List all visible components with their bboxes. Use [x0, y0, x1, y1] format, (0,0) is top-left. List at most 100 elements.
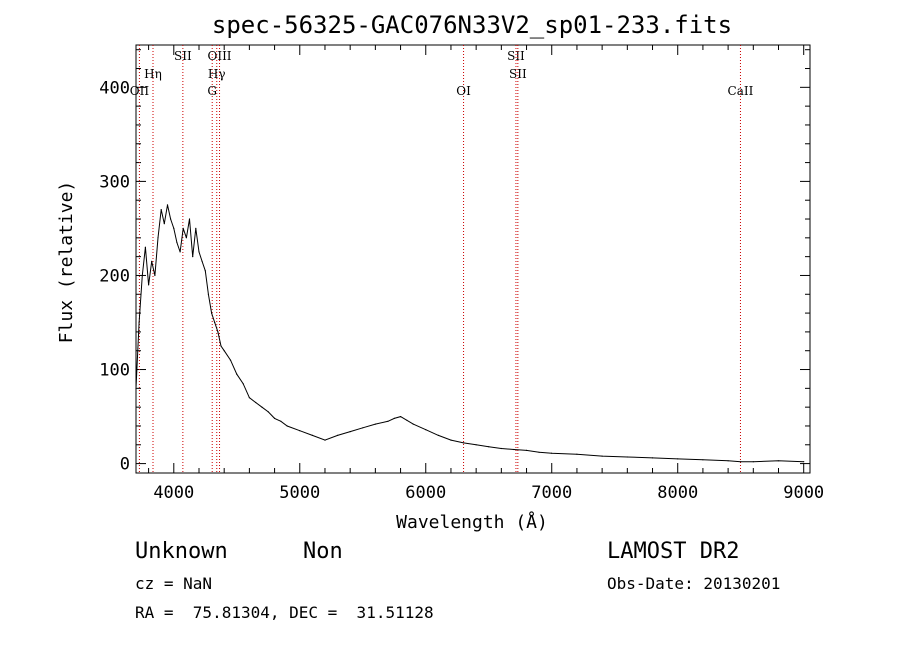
chart-title: spec-56325-GAC076N33V2_sp01-233.fits — [212, 11, 732, 39]
data-point — [299, 430, 301, 432]
y-tick-label: 300 — [99, 172, 130, 192]
data-point — [337, 434, 339, 436]
data-point — [144, 246, 146, 248]
data-point — [601, 455, 603, 457]
y-tick-label: 400 — [99, 78, 130, 98]
spectral-line-label: SII — [509, 67, 527, 81]
x-tick-label: 4000 — [153, 483, 194, 503]
spectrum-line — [135, 204, 804, 463]
x-axis: 4000 5000 6000 7000 8000 9000 — [148, 45, 824, 503]
data-point — [740, 461, 742, 463]
y-tick-label: 100 — [99, 361, 130, 381]
plot-frame — [135, 44, 811, 474]
data-point — [387, 420, 389, 422]
data-point — [192, 256, 194, 258]
spectral-line-label: CaII — [728, 84, 754, 98]
data-point — [677, 458, 679, 460]
data-point — [223, 350, 225, 352]
redshift-cz: cz = NaN — [135, 574, 213, 593]
data-point — [163, 223, 165, 225]
data-point — [626, 456, 628, 458]
spectrum-series — [135, 204, 805, 463]
data-point — [450, 439, 452, 441]
x-tick-label: 8000 — [657, 483, 698, 503]
data-point — [188, 218, 191, 220]
data-point — [157, 237, 159, 239]
data-point — [138, 321, 140, 324]
data-point — [551, 452, 553, 454]
data-point — [201, 260, 203, 262]
data-point — [752, 461, 754, 463]
spectral-line-label: SII — [507, 49, 525, 63]
spectral-line-label: Hη — [144, 67, 162, 81]
data-point — [727, 460, 729, 462]
data-point — [166, 204, 169, 206]
data-point — [198, 251, 200, 253]
y-axis: 0 100 200 300 400 — [99, 49, 810, 475]
spectral-line-label: Hγ — [208, 67, 226, 81]
x-tick-label: 7000 — [531, 483, 572, 503]
x-tick-label: 9000 — [783, 483, 824, 503]
data-point — [274, 417, 276, 419]
spectral-line-label: OI — [456, 84, 471, 98]
spectral-line-label: OIII — [207, 49, 231, 63]
data-point — [195, 227, 197, 229]
data-point — [280, 420, 282, 422]
spectral-line-label: G — [207, 84, 217, 98]
x-axis-label: Wavelength (Å) — [396, 511, 548, 533]
data-point — [425, 429, 427, 431]
data-point — [500, 447, 502, 450]
y-tick-label: 200 — [99, 266, 130, 286]
data-point — [151, 260, 153, 262]
data-point — [211, 312, 213, 314]
data-point — [324, 439, 326, 441]
data-point — [488, 446, 490, 448]
data-point — [170, 218, 172, 220]
data-point — [437, 434, 439, 436]
data-point — [576, 453, 578, 455]
spectral-line-label: SII — [174, 49, 192, 63]
data-point — [803, 461, 805, 463]
data-point — [160, 209, 162, 211]
data-point — [179, 251, 181, 253]
data-point — [400, 416, 402, 418]
data-point — [176, 241, 178, 244]
data-point — [242, 383, 244, 385]
data-point — [349, 431, 351, 433]
data-point — [311, 434, 313, 436]
data-point — [702, 459, 704, 461]
data-point — [214, 321, 216, 324]
data-point — [412, 423, 414, 425]
data-point — [207, 293, 209, 295]
data-point — [248, 397, 250, 399]
data-point — [182, 227, 184, 229]
data-point — [267, 411, 269, 413]
data-point — [286, 425, 288, 427]
data-point — [651, 457, 654, 459]
data-point — [148, 284, 150, 286]
spectral-line-label: OII — [130, 84, 150, 98]
data-point — [525, 449, 528, 451]
data-point — [362, 427, 364, 429]
object-subclass: Non — [303, 539, 343, 564]
data-point — [261, 406, 263, 408]
ra-dec: RA = 75.81304, DEC = 31.51128 — [135, 603, 434, 622]
data-point — [135, 387, 137, 389]
data-point — [538, 451, 540, 453]
survey-name: LAMOST DR2 — [607, 539, 740, 564]
data-point — [154, 274, 156, 277]
data-point — [229, 359, 232, 361]
data-point — [204, 270, 206, 272]
data-point — [463, 442, 465, 444]
data-point — [185, 237, 187, 239]
data-point — [777, 460, 780, 462]
data-point — [406, 419, 408, 421]
data-point — [236, 373, 238, 375]
spectral-line-markers: OII Hη SII G Hγ OIII OI SII SII CaII — [130, 45, 754, 473]
y-axis-label: Flux (relative) — [56, 181, 77, 344]
observation-date: Obs-Date: 20130201 — [607, 574, 781, 593]
x-tick-label: 5000 — [279, 483, 320, 503]
data-point — [173, 227, 175, 229]
data-point — [141, 274, 143, 277]
data-point — [220, 345, 222, 347]
